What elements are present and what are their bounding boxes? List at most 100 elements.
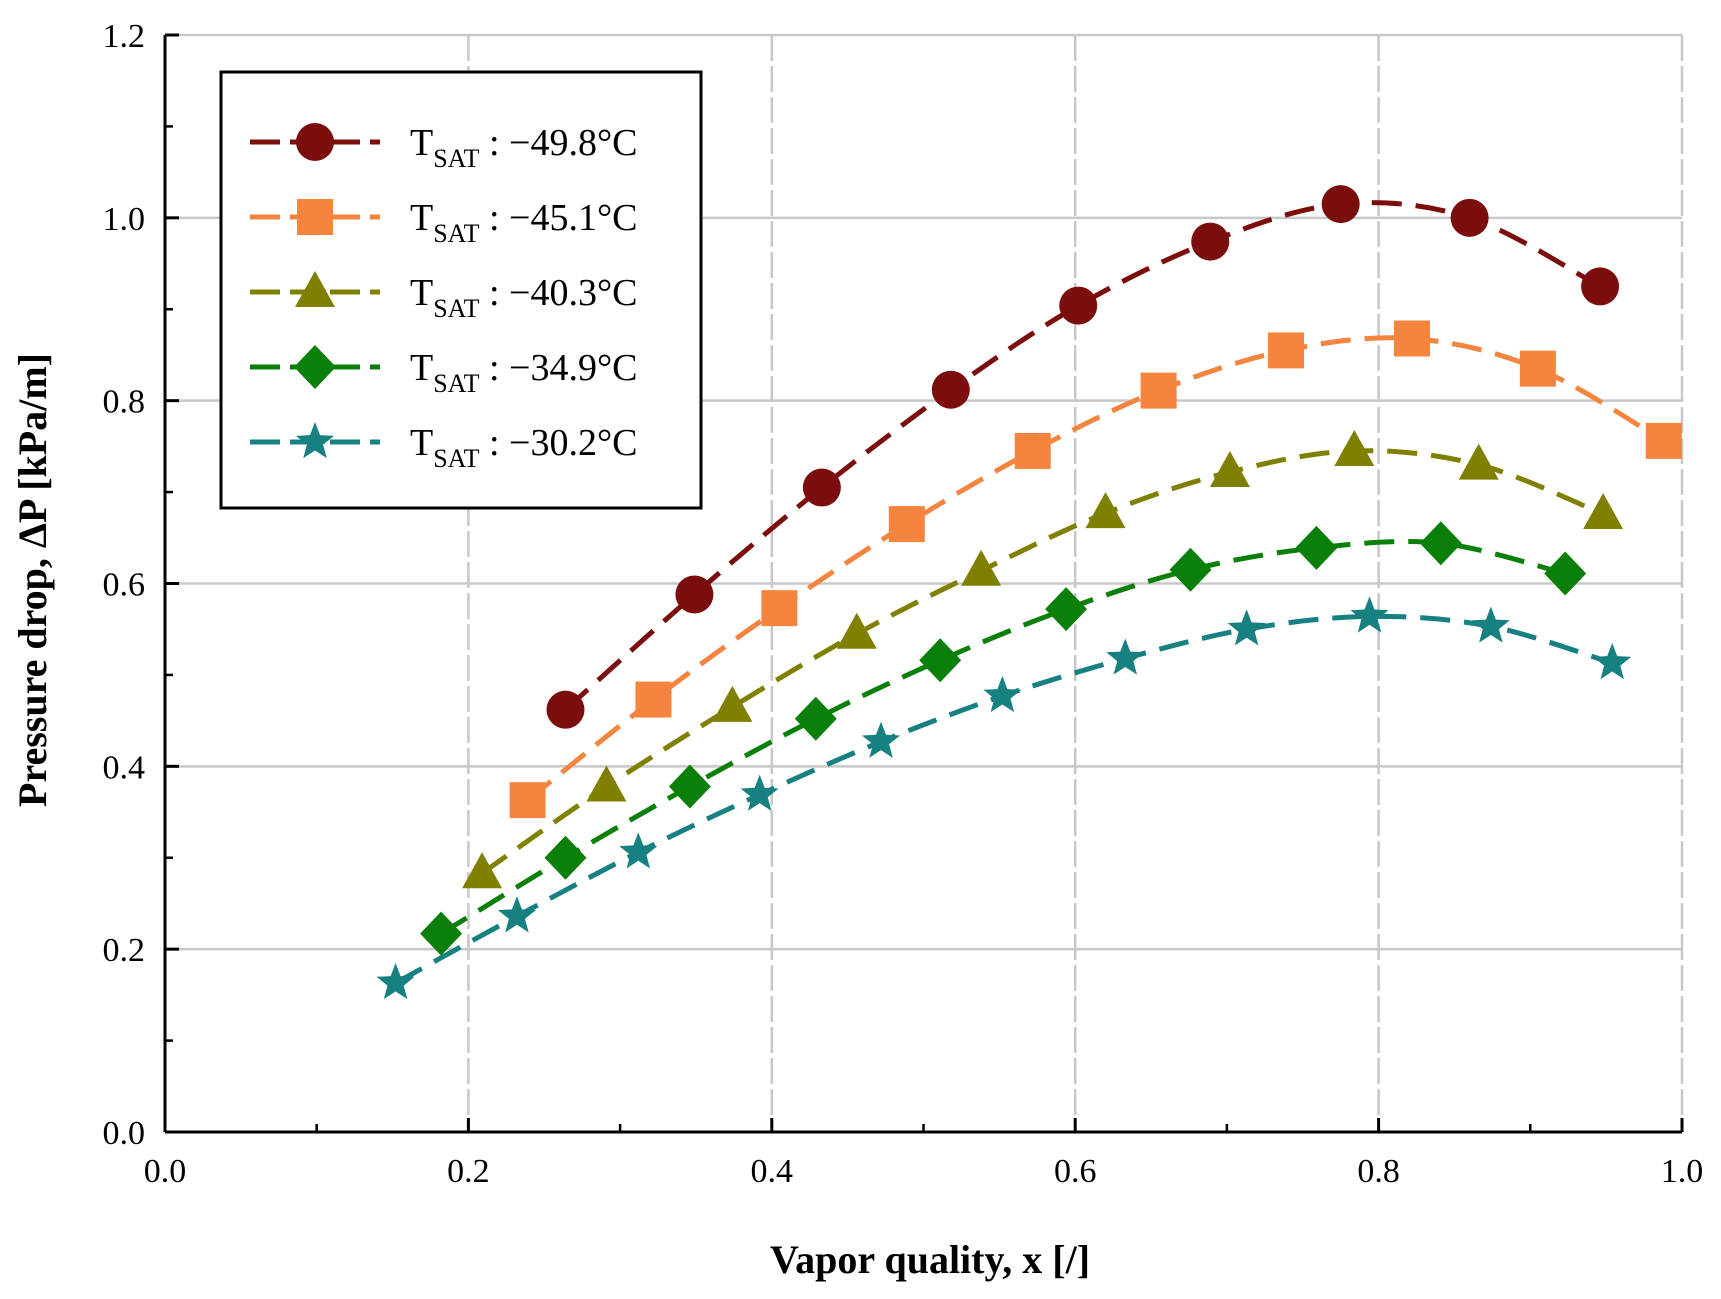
legend-label: TSAT : −30.2°C bbox=[410, 422, 638, 473]
data-point-diamond bbox=[544, 835, 587, 880]
legend-label-unit: °C bbox=[597, 197, 638, 239]
data-point-diamond bbox=[1169, 547, 1212, 592]
data-point-triangle bbox=[836, 612, 877, 649]
legend-label-main: T bbox=[410, 422, 433, 464]
data-point-circle bbox=[1191, 222, 1230, 261]
data-point-triangle bbox=[1209, 450, 1250, 487]
legend-marker-circle bbox=[296, 123, 334, 161]
data-point-star bbox=[1593, 643, 1632, 680]
x-tick-label: 0.6 bbox=[1054, 1153, 1097, 1190]
data-point-square bbox=[509, 782, 546, 819]
data-point-star bbox=[1471, 606, 1510, 643]
data-point-triangle bbox=[586, 765, 627, 802]
legend-label: TSAT : −49.8°C bbox=[410, 122, 638, 173]
legend-label-value: : −34.9 bbox=[479, 347, 597, 389]
data-point-diamond bbox=[1295, 525, 1338, 570]
series-line bbox=[563, 200, 1602, 712]
legend-marker-square bbox=[297, 199, 333, 235]
series-triangle bbox=[462, 429, 1624, 889]
data-point-star bbox=[1350, 596, 1389, 633]
data-point-circle bbox=[546, 690, 585, 729]
legend-label-value: : −40.3 bbox=[479, 272, 597, 314]
series-diamond bbox=[420, 521, 1587, 956]
x-tick-label: 0.2 bbox=[447, 1153, 490, 1190]
legend-item: TSAT : −34.9°C bbox=[250, 345, 638, 398]
series-line bbox=[394, 613, 1613, 986]
data-point-circle bbox=[802, 468, 841, 507]
data-point-star bbox=[1227, 609, 1266, 646]
data-point-triangle bbox=[462, 852, 503, 889]
series-circle bbox=[546, 185, 1620, 729]
legend-label-unit: °C bbox=[597, 272, 638, 314]
legend-label: TSAT : −40.3°C bbox=[410, 272, 638, 323]
data-point-square bbox=[1645, 422, 1682, 459]
data-point-triangle bbox=[961, 549, 1002, 586]
data-point-triangle bbox=[1583, 493, 1624, 530]
legend-label-sub: SAT bbox=[433, 444, 479, 473]
data-point-diamond bbox=[1419, 521, 1462, 566]
data-point-triangle bbox=[712, 685, 753, 722]
x-tick-label: 0.8 bbox=[1357, 1153, 1400, 1190]
legend-label-unit: °C bbox=[597, 122, 638, 164]
legend-item: TSAT : −40.3°C bbox=[250, 271, 638, 323]
data-point-star bbox=[376, 962, 415, 1000]
legend-marker-star bbox=[295, 422, 335, 459]
data-point-star bbox=[619, 832, 658, 869]
legend-label-value: : −45.1 bbox=[479, 197, 597, 239]
legend-marker-triangle bbox=[295, 271, 335, 307]
axes: 0.0 0.2 0.4 0.6 0.8 1.0 1.2 0.0 0.2 0.4 0.6 0.8 1.0 bbox=[103, 18, 1704, 1190]
data-point-square bbox=[635, 681, 672, 718]
data-point-star bbox=[983, 675, 1022, 713]
data-point-diamond bbox=[919, 638, 962, 683]
data-point-square bbox=[1393, 320, 1430, 357]
legend-label-sub: SAT bbox=[433, 144, 479, 173]
data-point-star bbox=[1106, 638, 1145, 675]
data-point-star bbox=[862, 721, 901, 758]
data-point-circle bbox=[1321, 185, 1360, 224]
legend-label-value: : −30.2 bbox=[479, 422, 597, 464]
legend-label: TSAT : −34.9°C bbox=[410, 347, 638, 398]
data-point-square bbox=[1268, 332, 1305, 369]
legend-label-sub: SAT bbox=[433, 219, 479, 248]
data-point-circle bbox=[1059, 286, 1098, 325]
data-point-circle bbox=[931, 370, 970, 409]
legend-label: TSAT : −45.1°C bbox=[410, 197, 638, 248]
y-tick-label: 0.4 bbox=[103, 749, 146, 786]
legend-item: TSAT : −45.1°C bbox=[250, 197, 638, 248]
y-tick-label: 0.6 bbox=[103, 567, 146, 604]
x-tick-label: 1.0 bbox=[1661, 1153, 1704, 1190]
legend-label-sub: SAT bbox=[433, 369, 479, 398]
legend-item: TSAT : −30.2°C bbox=[250, 422, 638, 473]
legend-label-unit: °C bbox=[597, 347, 638, 389]
data-point-triangle bbox=[1334, 429, 1375, 466]
x-tick-label: 0.0 bbox=[144, 1153, 187, 1190]
grid bbox=[165, 33, 1684, 1132]
series-line bbox=[480, 448, 1605, 876]
legend-label-sub: SAT bbox=[433, 294, 479, 323]
data-point-square bbox=[1014, 432, 1051, 469]
y-tick-label: 0.0 bbox=[103, 1115, 146, 1152]
data-point-triangle bbox=[1458, 443, 1499, 480]
data-point-square bbox=[1519, 350, 1556, 387]
legend-label-main: T bbox=[410, 347, 433, 389]
data-point-diamond bbox=[1544, 551, 1587, 596]
series-star bbox=[376, 596, 1632, 1000]
legend-marker-diamond bbox=[294, 345, 336, 389]
data-point-square bbox=[888, 506, 925, 543]
data-point-triangle bbox=[1085, 492, 1126, 529]
y-tick-label: 1.0 bbox=[103, 201, 146, 238]
legend-label-main: T bbox=[410, 122, 433, 164]
data-point-square bbox=[761, 590, 798, 627]
data-point-diamond bbox=[668, 764, 711, 809]
legend-label-unit: °C bbox=[597, 422, 638, 464]
data-point-diamond bbox=[1045, 587, 1088, 632]
x-tick-label: 0.4 bbox=[751, 1153, 794, 1190]
y-tick-label: 0.2 bbox=[103, 932, 146, 969]
y-tick-label: 0.8 bbox=[103, 384, 146, 421]
x-axis-title: Vapor quality, x [/] bbox=[770, 1237, 1090, 1282]
series-layer bbox=[376, 185, 1682, 1000]
series-line bbox=[526, 335, 1666, 803]
data-point-diamond bbox=[420, 911, 463, 956]
y-axis-title: Pressure drop, ΔP [kPa/m] bbox=[10, 353, 55, 807]
